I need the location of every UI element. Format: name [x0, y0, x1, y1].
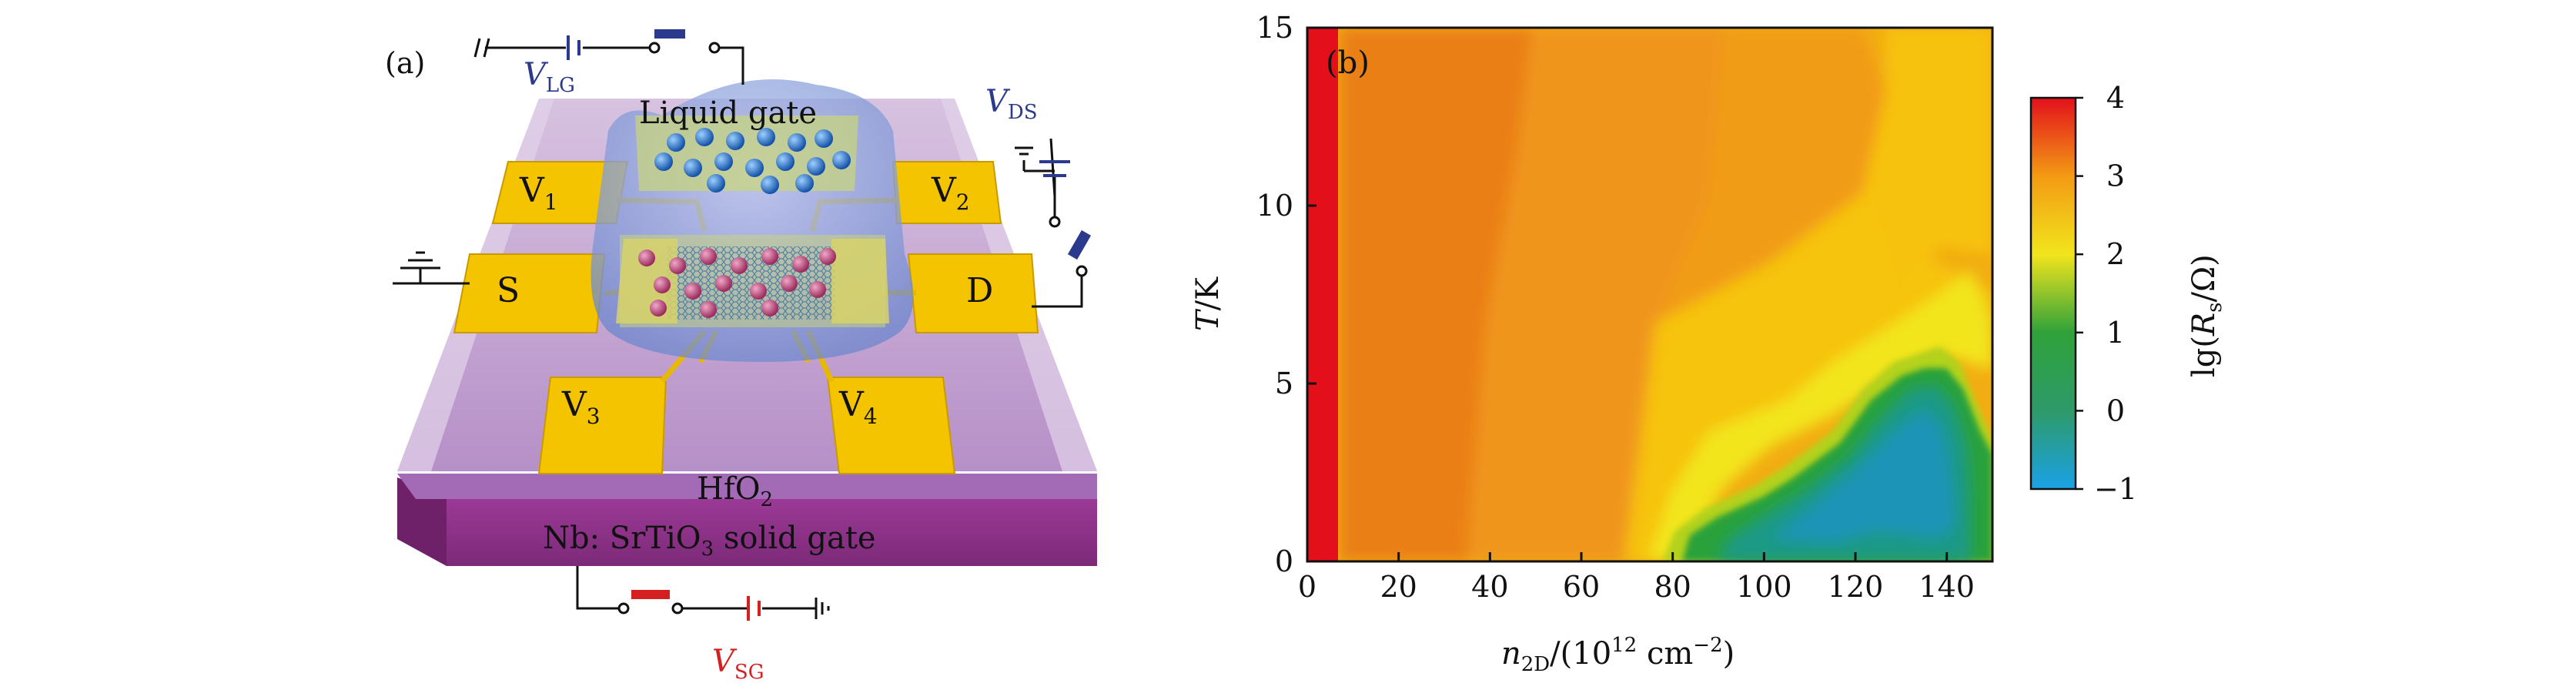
ion-red	[654, 276, 671, 293]
pad-s	[453, 253, 606, 333]
x-tick-label: 0	[1298, 570, 1316, 604]
x-tick-label: 120	[1828, 570, 1884, 604]
channel-contact-right	[831, 239, 889, 323]
ion-red	[731, 257, 748, 274]
ion-blue	[745, 159, 764, 177]
substrate-front	[397, 497, 1097, 566]
colorbar-tick-label: 4	[2106, 81, 2125, 115]
substrate-side	[397, 477, 447, 566]
ion-blue	[795, 174, 814, 193]
y-tick-label: 10	[1256, 189, 1293, 223]
panel-b-label: (b)	[1326, 45, 1370, 81]
x-tick-label: 100	[1736, 570, 1792, 604]
colorbar	[2029, 96, 2077, 491]
region-red-strip	[1307, 28, 1338, 561]
pad-d	[907, 253, 1039, 333]
y-ticks: 0 5 10 15	[1256, 11, 1316, 578]
ground-icon	[400, 251, 440, 270]
ion-red	[781, 275, 798, 292]
ion-blue	[832, 151, 851, 169]
x-tick-label: 140	[1919, 570, 1975, 604]
substrate-label: Nb: SrTiO3 solid gate	[543, 521, 876, 561]
circuit-wires	[393, 46, 1083, 610]
pad-s-label: S	[497, 271, 520, 310]
region-orange-dark	[1340, 28, 1532, 561]
vlg-label: VLG	[524, 57, 575, 97]
panel-a-label: (a)	[385, 46, 425, 80]
ion-blue	[667, 133, 685, 152]
vds-source-icon	[1015, 146, 1092, 277]
ion-red	[700, 248, 717, 265]
region-orange-right	[1655, 28, 1886, 323]
y-tick-label: 5	[1275, 367, 1293, 400]
colorbar-tick-label: 1	[2106, 316, 2125, 350]
ion-red	[750, 283, 767, 300]
colorbar-ticks: 4 3 2 1 0 −1	[2076, 81, 2137, 506]
ion-red	[809, 281, 826, 298]
x-tick-label: 60	[1563, 570, 1600, 604]
x-tick-label: 40	[1471, 570, 1508, 604]
region-orange-mid	[1467, 28, 1725, 561]
pad-v3-label: V3	[561, 385, 601, 429]
ion-red	[761, 248, 778, 265]
ion-red	[700, 301, 717, 318]
ions-red	[638, 248, 836, 318]
x-tick-label: 80	[1654, 570, 1691, 604]
ion-red	[761, 300, 778, 317]
ion-blue	[788, 133, 806, 152]
region-yellow-bright	[1648, 270, 1992, 561]
vds-label: VDS	[985, 84, 1038, 124]
plot-frame	[1306, 26, 1994, 563]
ion-red	[650, 300, 667, 317]
pad-v2-label: V2	[931, 171, 970, 215]
ion-blue	[807, 157, 825, 176]
x-tick-label: 20	[1380, 570, 1417, 604]
pad-d-label: D	[966, 271, 993, 310]
ion-blue	[654, 152, 673, 171]
ion-blue	[761, 176, 779, 194]
colorbar-tick-label: 3	[2106, 159, 2125, 193]
ion-blue	[707, 174, 725, 193]
x-axis-label: n2D/(1012 cm−2)	[1501, 634, 1735, 676]
ion-red	[715, 275, 732, 292]
ion-blue	[815, 129, 833, 148]
hfo2-label: HfO2	[697, 471, 773, 511]
pad-v4-label: V4	[838, 385, 878, 429]
x-ticks: 0 20 40 60 80 100 120 140	[1298, 552, 1975, 604]
ion-red	[638, 250, 655, 266]
liquid-gate-label: Liquid gate	[639, 95, 817, 131]
y-tick-label: 15	[1256, 11, 1293, 45]
sc-dome-blue	[1771, 408, 1955, 543]
colorbar-tick-label: 0	[2106, 394, 2125, 427]
vlg-source-icon	[473, 29, 721, 60]
pad-v3	[537, 377, 667, 474]
colorbar-tick-label: −1	[2094, 472, 2137, 506]
ion-red	[792, 256, 809, 273]
ion-red	[819, 248, 836, 265]
ion-blue	[695, 128, 714, 146]
ion-blue	[714, 152, 733, 171]
ion-blue	[726, 132, 744, 150]
device-schematic: (a) Liquid gate V1 V2 S D V3 V4 HfO2 Nb:…	[385, 29, 1097, 684]
vsg-source-icon	[617, 590, 830, 621]
pad-v4	[826, 377, 956, 474]
y-tick-label: 0	[1275, 544, 1293, 578]
pad-v1-label: V1	[519, 171, 558, 215]
ion-red	[669, 257, 686, 274]
y-axis-label: T/K	[1190, 276, 1226, 331]
heatmap-plot	[1307, 28, 1992, 561]
ion-blue	[684, 159, 702, 177]
colorbar-label: lg(Rs/Ω)	[2186, 254, 2226, 377]
region-yellow-right	[1863, 28, 1992, 293]
ions-blue	[654, 128, 851, 194]
ion-red	[684, 283, 701, 300]
ion-blue	[757, 128, 775, 146]
ion-blue	[776, 152, 795, 171]
vsg-label: VSG	[712, 644, 764, 684]
colorbar-tick-label: 2	[2106, 237, 2125, 271]
hfo2-layer	[397, 474, 1097, 499]
